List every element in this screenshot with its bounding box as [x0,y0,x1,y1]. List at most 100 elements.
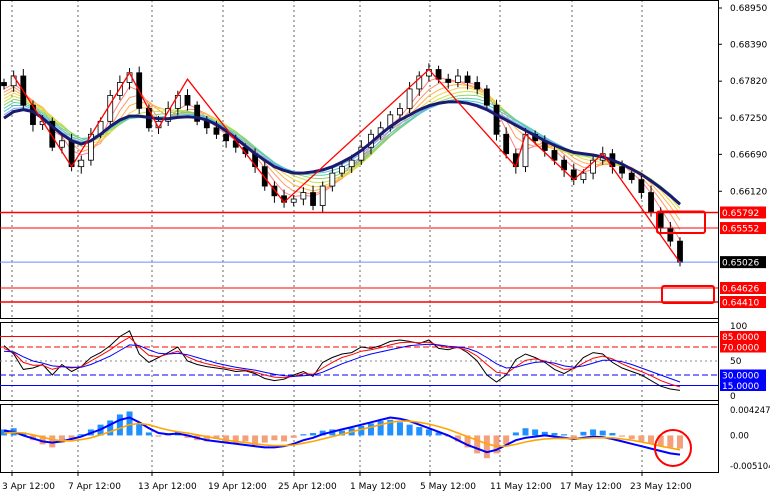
macd-histogram-bar [145,432,152,436]
current-price-label: 0.65026 [722,259,759,269]
rsi-level-label: 85.0000 [722,333,759,343]
candle-body [310,192,316,206]
macd-histogram-bar [503,435,510,445]
macd-line [3,420,681,451]
macd-histogram-bar [396,422,403,436]
rsi-level-tag [720,341,766,353]
price-level-tag [720,282,766,295]
macd-histogram-bar [425,429,432,436]
macd-histogram-bar [261,435,268,443]
ma-ribbon-line [3,81,681,230]
macd-histogram-bar [493,435,500,454]
macd-histogram-bar [541,431,548,436]
macd-histogram-bar [49,435,56,448]
price-tick-label: 0.66690 [730,150,767,160]
candle-body [329,172,336,187]
macd-histogram-bar [107,420,114,436]
rsi-level-label: 30.0000 [722,372,759,382]
candle-body [49,120,56,148]
baseline-ma-line [3,100,681,206]
macd-histogram-bar [281,435,288,442]
price-tick-label: 0.67820 [730,77,767,87]
macd-histogram-bar [310,433,317,436]
macd-histogram-bar [213,435,220,440]
rsi-tick-label: 100 [730,322,747,332]
candle-body [638,179,645,193]
ma-ribbon-line [3,97,681,204]
candle-body [348,159,355,168]
macd-histogram-bar [657,435,664,447]
rsi-level-tag [720,331,766,342]
macd-histogram-bar [290,435,297,438]
candle-body [261,166,268,187]
rsi-line [3,343,681,383]
price-level-tag [720,222,766,235]
candle-body [445,78,452,83]
candle-body [628,172,635,181]
macd-histogram-bar [677,435,683,449]
macd-histogram-bar [232,435,239,444]
macd-histogram-bar [116,414,123,436]
price-level-tag [720,206,766,219]
rsi-tick-label: 0 [730,392,736,402]
zigzag-line [13,68,681,263]
macd-histogram-bar [136,423,143,436]
candle-body [474,82,481,90]
macd-histogram-bar [367,423,374,436]
macd-histogram-bar [609,433,616,436]
macd-histogram-bar [271,435,278,441]
macd-histogram-bar [300,434,307,436]
candle-body [290,198,297,203]
macd-histogram-bar [78,434,85,436]
candle-body [503,133,510,155]
macd-histogram-bar [474,435,481,454]
marks-layer [0,63,718,467]
macd-histogram-bar [20,432,27,436]
candle-body [78,159,85,168]
macd-histogram-bar [416,427,423,436]
grid-layer [0,0,719,473]
macd-tick-label: 0.00 [730,431,749,441]
macd-histogram-bar [39,435,46,445]
price-level-label: 0.65552 [722,225,759,235]
macd-histogram-bar [667,435,674,448]
ma-ribbon-line [3,77,681,241]
price-level-label: 0.64626 [722,285,759,295]
ma-ribbon-line [3,87,681,214]
macd-histogram-bar [512,432,519,436]
macd-histogram-bar [223,435,230,443]
x-tick-label: 25 Apr 12:00 [278,482,337,492]
current-price-tag [720,256,766,269]
candle-body [580,172,587,181]
macd-histogram-bar [522,428,529,436]
x-tick-label: 7 Apr 12:00 [68,482,121,492]
price-level-label: 0.65792 [722,209,759,219]
macd-histogram-bar [203,435,210,442]
highlight-circle [654,429,692,467]
candle-body [406,88,413,109]
ribbon-layer [3,77,681,241]
candle-body [435,69,442,80]
price-level-label: 0.64410 [722,299,759,309]
x-tick-label: 13 Apr 12:00 [138,482,197,492]
rsi-level-tag [720,380,766,391]
macd-tick-label: -0.0051045 [730,462,770,472]
candle-body [483,88,490,106]
macd-histogram-bar [387,419,394,436]
candle-body [619,166,625,174]
macd-histogram-bar [464,435,471,448]
macd-histogram-bar [638,435,645,442]
x-tick-label: 17 May 12:00 [560,482,622,492]
candle-body [213,127,220,135]
candle-body [194,104,201,122]
macd-histogram-bar [58,435,65,443]
macd-histogram-bar [184,435,191,438]
macd-histogram-bar [319,430,326,436]
x-tick-label: 3 Apr 12:00 [2,482,55,492]
candle-body [319,185,326,206]
macd-histogram-bar [570,435,577,438]
macd-histogram-bar [358,425,365,436]
candle-body [300,192,307,200]
candle-body [339,166,345,174]
